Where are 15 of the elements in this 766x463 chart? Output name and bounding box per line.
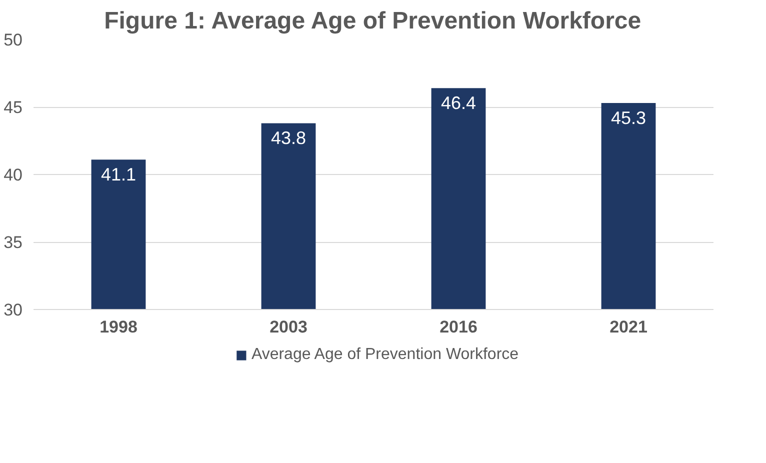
data-label: 43.8: [270, 128, 306, 148]
y-tick-label: 40: [4, 166, 23, 184]
y-tick-label: 50: [4, 30, 23, 50]
legend-label: Average Age of Prevention Workforce: [251, 346, 519, 364]
x-tick-label: 1998: [100, 318, 138, 336]
chart-title: Figure 1: Average Age of Prevention Workforce: [104, 8, 642, 34]
y-tick-label: 30: [4, 300, 23, 320]
x-tick-label: 2003: [270, 318, 308, 336]
data-label: 41.1: [100, 164, 136, 185]
y-tick-label: 45: [4, 98, 23, 117]
x-tick-label: 2021: [610, 318, 648, 336]
data-label: 45.3: [610, 108, 646, 128]
x-tick-label: 2016: [440, 318, 478, 336]
data-label: 46.4: [440, 93, 476, 114]
y-tick-label: 35: [4, 233, 23, 252]
